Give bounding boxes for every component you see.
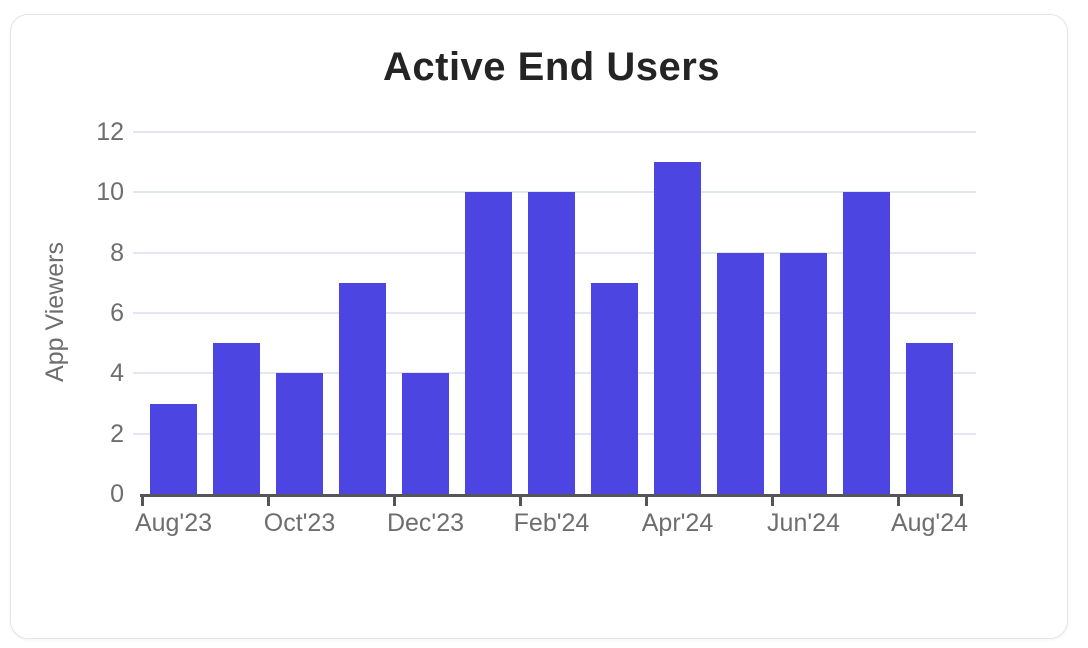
bar-Aug'24[interactable] [906, 343, 953, 494]
bar-Apr'24[interactable] [654, 162, 701, 494]
bar-Feb'24[interactable] [528, 192, 575, 494]
x-tick-10 [770, 494, 774, 506]
bar-May'24[interactable] [717, 252, 764, 494]
x-tick-12 [896, 494, 900, 506]
bar-Mar'24[interactable] [591, 282, 638, 494]
x-tick-label-Dec'23: Dec'23 [386, 509, 465, 537]
x-tick-4 [392, 494, 396, 506]
x-tick-13 [959, 494, 963, 506]
y-tick-label-0: 0 [110, 480, 124, 508]
bar-Jan'24[interactable] [465, 192, 512, 494]
x-tick-2 [266, 494, 270, 506]
y-tick-label-4: 4 [110, 359, 124, 388]
x-tick-label-Apr'24: Apr'24 [641, 509, 714, 537]
x-tick-8 [644, 494, 648, 506]
x-tick-0 [140, 494, 144, 506]
x-tick-label-Aug'23: Aug'23 [134, 509, 213, 537]
y-tick-label-6: 6 [110, 299, 124, 327]
x-tick-label-Jun'24: Jun'24 [767, 509, 840, 537]
y-tick-label-10: 10 [96, 178, 124, 207]
x-tick-label-Oct'23: Oct'23 [263, 509, 336, 537]
y-tick-label-8: 8 [110, 238, 124, 267]
bar-Aug'23[interactable] [150, 403, 197, 494]
bar-Dec'23[interactable] [402, 373, 449, 494]
y-tick-label-2: 2 [110, 419, 124, 448]
bar-Sep'23[interactable] [213, 343, 260, 494]
y-tick-label-12: 12 [96, 118, 124, 146]
bar-Jul'24[interactable] [843, 192, 890, 494]
x-axis-line [140, 494, 963, 497]
x-tick-6 [518, 494, 522, 506]
chart-title: Active End Users [382, 45, 721, 89]
x-tick-label-Feb'24: Feb'24 [513, 509, 590, 537]
bar-Jun'24[interactable] [780, 252, 827, 494]
gridline-y-12 [133, 131, 976, 133]
bar-Oct'23[interactable] [276, 373, 323, 494]
bar-Nov'23[interactable] [339, 282, 386, 494]
x-tick-label-Aug'24: Aug'24 [890, 509, 969, 537]
